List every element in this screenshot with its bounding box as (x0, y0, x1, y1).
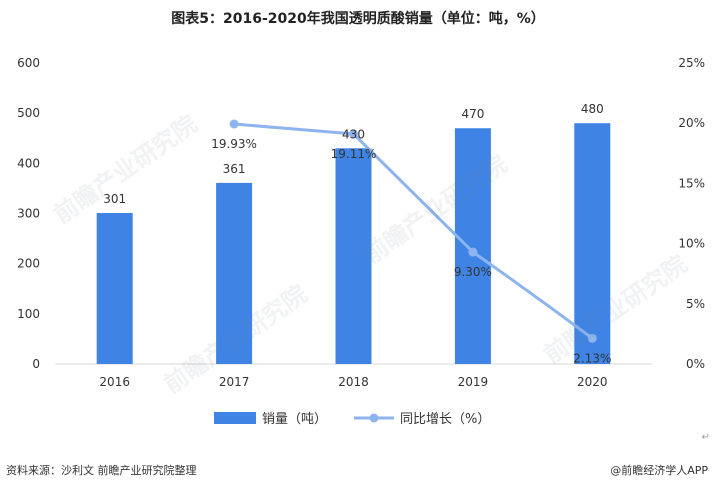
bar-value-label: 301 (103, 192, 126, 206)
bar-value-label: 470 (461, 107, 484, 121)
x-tick-label: 2019 (458, 375, 489, 389)
bar-value-label: 480 (581, 102, 604, 116)
chart-title: 图表5：2016-2020年我国透明质酸销量（单位：吨，%） (171, 11, 545, 27)
growth-line (229, 119, 597, 343)
x-tick-label: 2018 (338, 375, 369, 389)
growth-value-label: 19.11% (331, 147, 377, 161)
source-note: 资料来源：沙利文 前瞻产业研究院整理 (6, 464, 197, 477)
bar (96, 212, 133, 364)
axes: 0 100 200 300 400 500 600 0% 5% 10% 15% 20% 25% 2016 2… (17, 56, 705, 389)
data-labels: 301 361 430 470 480 19.93% 19.11% 9.30% 2.13% (103, 102, 611, 365)
legend: 销量（吨） 同比增长（%） (214, 412, 490, 427)
y-right-tick-label: 10% (678, 237, 705, 251)
y-left-tick-label: 0 (32, 357, 40, 371)
growth-value-label: 2.13% (573, 351, 611, 365)
growth-value-label: 19.93% (211, 137, 257, 151)
y-left-tick-label: 400 (17, 156, 40, 170)
bar (216, 182, 253, 364)
legend-line-marker (369, 413, 379, 423)
y-right-tick-label: 20% (678, 116, 705, 130)
y-left-tick-label: 200 (17, 257, 40, 271)
bar (574, 123, 611, 364)
y-left-tick-label: 300 (17, 207, 40, 221)
growth-point (349, 129, 358, 139)
x-tick-label: 2016 (99, 375, 130, 389)
growth-point (468, 247, 478, 257)
bar-value-label: 430 (342, 127, 365, 141)
bar (454, 128, 491, 364)
bar-value-label: 361 (223, 162, 246, 176)
growth-line-path (233, 122, 594, 340)
legend-bar-swatch (214, 412, 256, 424)
legend-bar-label: 销量（吨） (262, 412, 327, 427)
y-right-tick-label: 25% (678, 56, 705, 70)
y-left-tick-label: 500 (17, 106, 40, 120)
y-left-tick-label: 100 (17, 307, 40, 321)
bars (96, 123, 611, 364)
bar (335, 148, 372, 364)
growth-point (229, 119, 239, 129)
growth-point (587, 333, 597, 343)
growth-value-label: 9.30% (454, 265, 492, 279)
y-right-tick-label: 5% (686, 297, 705, 311)
return-mark: ↵ (701, 432, 710, 443)
y-right-tick-label: 0% (686, 357, 705, 371)
x-tick-label: 2017 (219, 375, 250, 389)
y-right-tick-label: 15% (678, 176, 705, 190)
brand-credit: @前瞻经济学人APP (610, 464, 708, 477)
x-tick-label: 2020 (577, 375, 608, 389)
y-left-tick-label: 600 (17, 56, 40, 70)
legend-line-label: 同比增长（%） (400, 412, 490, 427)
